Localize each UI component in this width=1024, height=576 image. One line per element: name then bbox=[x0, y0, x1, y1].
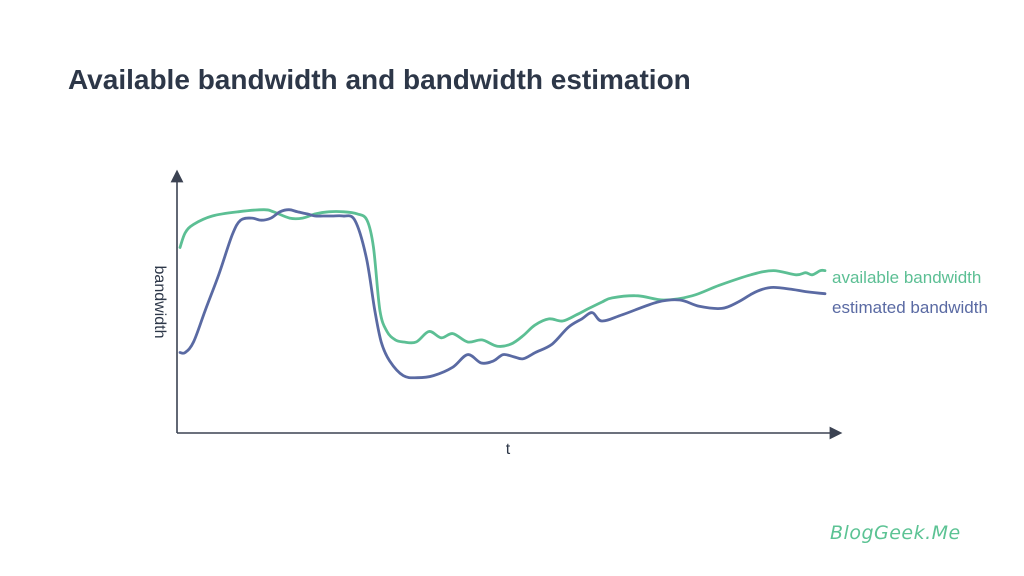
series-layer bbox=[178, 208, 827, 380]
chart-axes bbox=[170, 169, 843, 440]
page-title: Available bandwidth and bandwidth estima… bbox=[68, 64, 691, 95]
estimated-bandwidth-line bbox=[178, 208, 827, 380]
available-bandwidth-line bbox=[178, 208, 827, 348]
y-axis-label: bandwidth bbox=[151, 266, 168, 339]
legend-estimated-bandwidth: estimated bandwidth bbox=[832, 298, 988, 317]
legend-available-bandwidth: available bandwidth bbox=[832, 268, 981, 287]
x-axis-label: t bbox=[506, 441, 511, 458]
bloggeek-logo: BlogGeek.Me bbox=[830, 522, 961, 544]
